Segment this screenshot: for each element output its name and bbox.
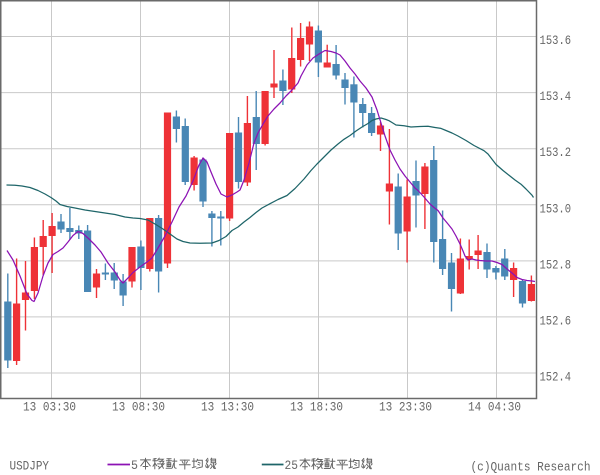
svg-text:(c)Quants Research: (c)Quants Research [470,461,590,475]
svg-text:152.8: 152.8 [540,258,572,272]
svg-text:USDJPY: USDJPY [9,459,49,473]
svg-text:153.6: 153.6 [540,34,572,48]
svg-text:152.4: 152.4 [540,371,572,385]
svg-text:13 23:30: 13 23:30 [379,401,432,415]
svg-text:25: 25 [284,459,298,473]
svg-text:153.4: 153.4 [540,90,572,104]
svg-text:13 13:30: 13 13:30 [201,400,254,414]
svg-text:14 04:30: 14 04:30 [468,401,521,415]
svg-text:13 03:30: 13 03:30 [23,400,76,414]
svg-text:153.2: 153.2 [540,146,572,160]
svg-text:152.6: 152.6 [540,314,572,328]
svg-text:13 18:30: 13 18:30 [290,401,343,415]
svg-text:13 08:30: 13 08:30 [112,400,165,414]
svg-text:153.0: 153.0 [540,202,572,216]
svg-text:5: 5 [131,459,138,473]
